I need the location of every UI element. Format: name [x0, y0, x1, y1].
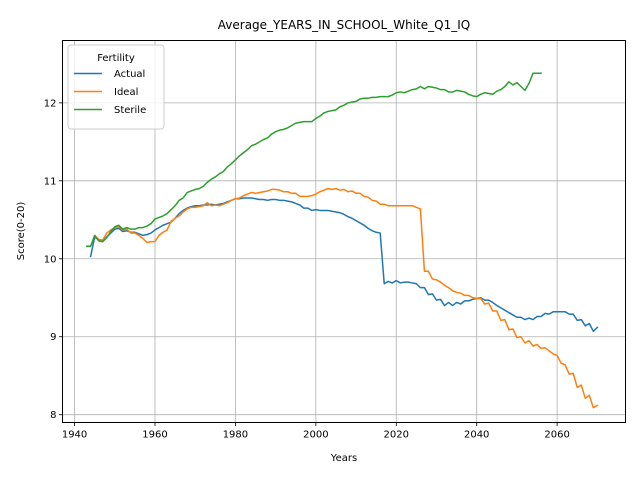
y-tick-label: 9	[50, 332, 56, 343]
series-line-ideal	[93, 187, 599, 409]
axes-frame	[62, 40, 626, 423]
legend-label-actual: Actual	[114, 69, 145, 80]
x-tick-label: 2060	[544, 430, 569, 441]
x-tick-label: 1960	[142, 430, 167, 441]
x-tick-label: 2020	[384, 430, 409, 441]
chart-title: Average_YEARS_IN_SCHOOL_White_Q1_IQ	[218, 18, 470, 32]
legend-box	[67, 44, 165, 130]
legend-label-ideal: Ideal	[114, 87, 138, 98]
axis-ticks: 1940 1960 1980 2000 2020 2040 2060 8 9 10 11 12	[44, 98, 570, 440]
y-axis-label: Score(0-20)	[16, 202, 27, 261]
x-tick-label: 2000	[303, 430, 328, 441]
series-line-sterile	[85, 72, 542, 248]
x-axis-label: Years	[330, 453, 357, 464]
y-tick-label: 10	[44, 254, 57, 265]
x-tick-label: 1940	[62, 430, 87, 441]
y-tick-label: 12	[44, 98, 57, 109]
legend-title: Fertility	[97, 53, 135, 64]
legend: Fertility Actual Ideal Sterile	[67, 44, 165, 130]
y-tick-label: 8	[50, 410, 56, 421]
series-lines	[85, 72, 599, 409]
x-tick-label: 1980	[223, 430, 248, 441]
grid	[62, 40, 626, 423]
legend-label-sterile: Sterile	[114, 105, 146, 116]
x-tick-label: 2040	[464, 430, 489, 441]
y-tick-label: 11	[44, 176, 57, 187]
